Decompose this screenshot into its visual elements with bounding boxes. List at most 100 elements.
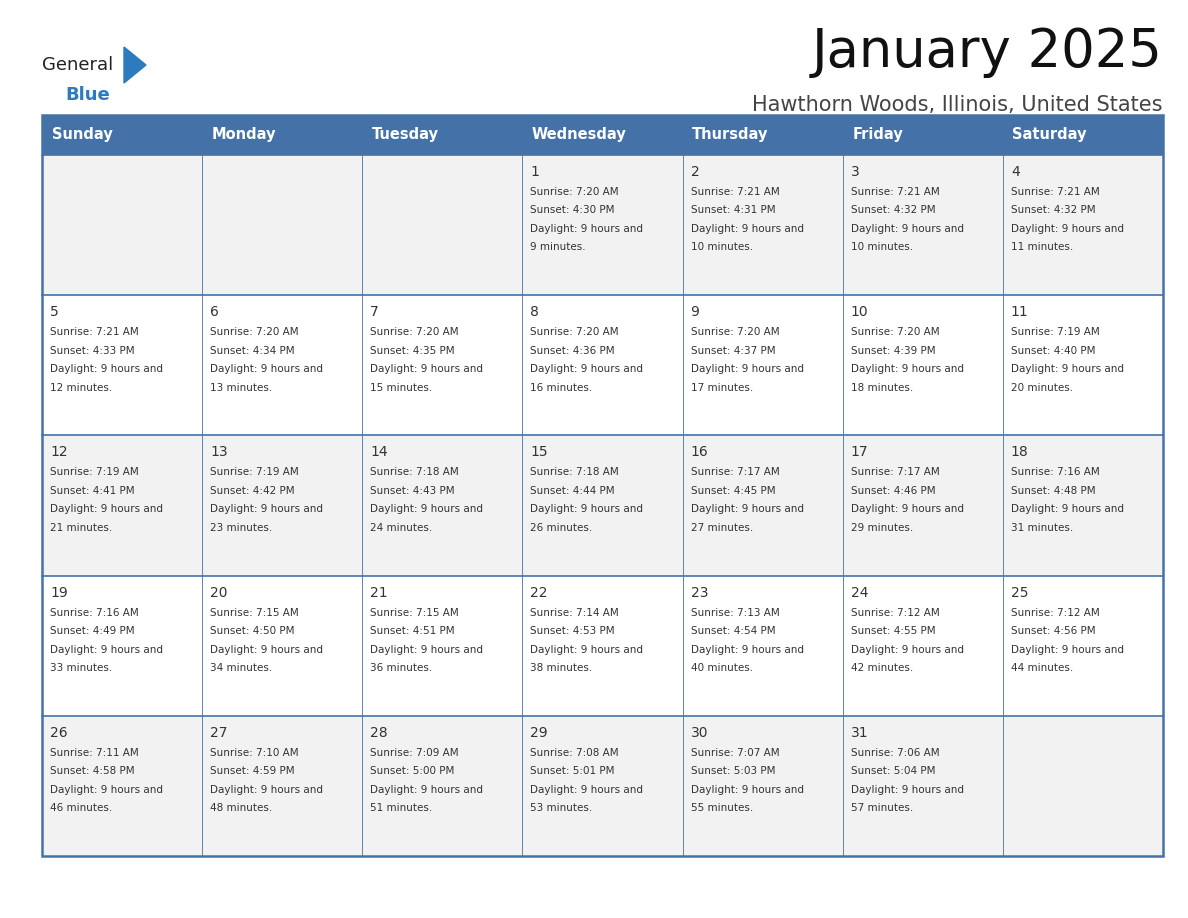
Text: Sunset: 4:36 PM: Sunset: 4:36 PM (530, 346, 615, 355)
Text: Daylight: 9 hours and: Daylight: 9 hours and (371, 644, 484, 655)
Text: 23 minutes.: 23 minutes. (210, 523, 272, 533)
Text: Daylight: 9 hours and: Daylight: 9 hours and (210, 644, 323, 655)
Bar (1003, 155, 1163, 296)
Text: 44 minutes.: 44 minutes. (1011, 663, 1073, 673)
Text: Daylight: 9 hours and: Daylight: 9 hours and (530, 364, 644, 375)
Bar (523, 296, 683, 435)
Text: 55 minutes.: 55 minutes. (690, 803, 753, 813)
Text: 25: 25 (1011, 586, 1029, 599)
Text: Sunrise: 7:21 AM: Sunrise: 7:21 AM (690, 187, 779, 197)
Text: Daylight: 9 hours and: Daylight: 9 hours and (690, 785, 803, 795)
Bar (1003, 115, 1163, 155)
Text: Daylight: 9 hours and: Daylight: 9 hours and (210, 504, 323, 514)
Text: 5: 5 (50, 305, 58, 319)
Text: Daylight: 9 hours and: Daylight: 9 hours and (851, 644, 963, 655)
Bar (362, 716, 523, 856)
Text: 8: 8 (530, 305, 539, 319)
Text: Sunset: 4:58 PM: Sunset: 4:58 PM (50, 767, 134, 777)
Text: 26: 26 (50, 726, 68, 740)
Text: Daylight: 9 hours and: Daylight: 9 hours and (851, 504, 963, 514)
Text: General: General (42, 56, 113, 74)
Bar (523, 716, 683, 856)
Text: Sunrise: 7:15 AM: Sunrise: 7:15 AM (371, 608, 459, 618)
Bar (842, 576, 1003, 716)
Text: 34 minutes.: 34 minutes. (210, 663, 272, 673)
Bar (42, 435, 202, 576)
Text: 51 minutes.: 51 minutes. (371, 803, 432, 813)
Text: Sunset: 4:39 PM: Sunset: 4:39 PM (851, 346, 935, 355)
Text: Monday: Monday (211, 128, 277, 142)
Text: 18: 18 (1011, 445, 1029, 459)
Bar (523, 155, 683, 296)
Text: Sunset: 4:45 PM: Sunset: 4:45 PM (690, 486, 776, 496)
Text: Sunset: 5:01 PM: Sunset: 5:01 PM (530, 767, 615, 777)
Text: Sunset: 4:46 PM: Sunset: 4:46 PM (851, 486, 935, 496)
Text: 24: 24 (851, 586, 868, 599)
Text: Tuesday: Tuesday (372, 128, 438, 142)
Text: Friday: Friday (852, 128, 903, 142)
Text: Sunrise: 7:12 AM: Sunrise: 7:12 AM (851, 608, 940, 618)
Bar (1003, 435, 1163, 576)
Text: Blue: Blue (65, 86, 109, 104)
Text: 38 minutes.: 38 minutes. (530, 663, 593, 673)
Text: Sunrise: 7:13 AM: Sunrise: 7:13 AM (690, 608, 779, 618)
Text: 57 minutes.: 57 minutes. (851, 803, 912, 813)
Text: 40 minutes.: 40 minutes. (690, 663, 753, 673)
Text: Daylight: 9 hours and: Daylight: 9 hours and (530, 785, 644, 795)
Text: 20 minutes.: 20 minutes. (1011, 383, 1073, 393)
Text: Daylight: 9 hours and: Daylight: 9 hours and (690, 364, 803, 375)
Text: 14: 14 (371, 445, 388, 459)
Bar (842, 115, 1003, 155)
Bar (362, 296, 523, 435)
Text: Sunset: 4:56 PM: Sunset: 4:56 PM (1011, 626, 1095, 636)
Text: 16 minutes.: 16 minutes. (530, 383, 593, 393)
Text: 10 minutes.: 10 minutes. (851, 242, 912, 252)
Bar (42, 296, 202, 435)
Bar (362, 155, 523, 296)
Text: 17 minutes.: 17 minutes. (690, 383, 753, 393)
Text: Sunset: 4:49 PM: Sunset: 4:49 PM (50, 626, 134, 636)
Bar (523, 576, 683, 716)
Text: Sunset: 4:53 PM: Sunset: 4:53 PM (530, 626, 615, 636)
Bar (1003, 716, 1163, 856)
Bar (42, 716, 202, 856)
Text: 6: 6 (210, 305, 219, 319)
Text: Daylight: 9 hours and: Daylight: 9 hours and (530, 644, 644, 655)
Text: Daylight: 9 hours and: Daylight: 9 hours and (50, 785, 163, 795)
Text: Sunrise: 7:18 AM: Sunrise: 7:18 AM (530, 467, 619, 477)
Text: 11: 11 (1011, 305, 1029, 319)
Text: Sunrise: 7:20 AM: Sunrise: 7:20 AM (690, 327, 779, 337)
Bar (842, 435, 1003, 576)
Text: Sunrise: 7:20 AM: Sunrise: 7:20 AM (371, 327, 459, 337)
Text: 53 minutes.: 53 minutes. (530, 803, 593, 813)
Text: 33 minutes.: 33 minutes. (50, 663, 112, 673)
Text: Sunset: 4:42 PM: Sunset: 4:42 PM (210, 486, 295, 496)
Text: Sunrise: 7:08 AM: Sunrise: 7:08 AM (530, 748, 619, 757)
Text: 36 minutes.: 36 minutes. (371, 663, 432, 673)
Text: Daylight: 9 hours and: Daylight: 9 hours and (371, 785, 484, 795)
Text: Daylight: 9 hours and: Daylight: 9 hours and (851, 224, 963, 234)
Text: Sunrise: 7:19 AM: Sunrise: 7:19 AM (50, 467, 139, 477)
Bar (202, 296, 362, 435)
Text: 12: 12 (50, 445, 68, 459)
Text: Daylight: 9 hours and: Daylight: 9 hours and (530, 224, 644, 234)
Text: Sunrise: 7:18 AM: Sunrise: 7:18 AM (371, 467, 459, 477)
Text: Sunrise: 7:20 AM: Sunrise: 7:20 AM (530, 187, 619, 197)
Text: Saturday: Saturday (1012, 128, 1087, 142)
Text: Sunrise: 7:21 AM: Sunrise: 7:21 AM (851, 187, 940, 197)
Text: 19: 19 (50, 586, 68, 599)
Text: Sunrise: 7:16 AM: Sunrise: 7:16 AM (1011, 467, 1100, 477)
Text: 24 minutes.: 24 minutes. (371, 523, 432, 533)
Text: 31: 31 (851, 726, 868, 740)
Text: 3: 3 (851, 165, 859, 179)
Text: 18 minutes.: 18 minutes. (851, 383, 912, 393)
Text: 29: 29 (530, 726, 548, 740)
Text: Daylight: 9 hours and: Daylight: 9 hours and (1011, 364, 1124, 375)
Text: Daylight: 9 hours and: Daylight: 9 hours and (371, 364, 484, 375)
Bar (362, 115, 523, 155)
Text: Sunset: 4:59 PM: Sunset: 4:59 PM (210, 767, 295, 777)
Bar (42, 155, 202, 296)
Text: Sunrise: 7:11 AM: Sunrise: 7:11 AM (50, 748, 139, 757)
Text: Sunset: 4:55 PM: Sunset: 4:55 PM (851, 626, 935, 636)
Text: 10: 10 (851, 305, 868, 319)
